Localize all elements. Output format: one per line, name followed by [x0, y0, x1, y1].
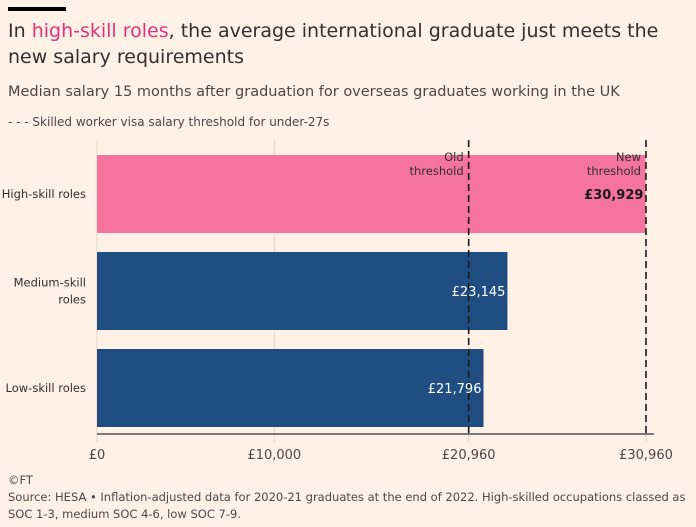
- value-label: £21,796: [428, 382, 482, 397]
- x-tick-label: £30,960: [619, 448, 673, 463]
- labels: £0 £10,000 £20,960 £30,960 High-skill roles M…: [2, 150, 673, 463]
- top-rule: [8, 7, 66, 11]
- category-label: Medium-skill: [14, 276, 86, 290]
- title-highlight: high-skill roles: [31, 20, 169, 42]
- x-tick-label: £20,960: [442, 448, 496, 463]
- x-tick-label: £10,000: [247, 448, 301, 463]
- chart-title: In high-skill roles, the average interna…: [8, 20, 659, 68]
- threshold-legend: - - - Skilled worker visa salary thresho…: [8, 115, 330, 129]
- copyright: ©FT: [8, 473, 33, 487]
- value-label: £30,929: [584, 188, 643, 203]
- footer: ©FT Source: HESA • Inflation-adjusted da…: [8, 472, 692, 523]
- chart-subtitle: Median salary 15 months after graduation…: [8, 84, 620, 100]
- bar: [97, 252, 508, 330]
- threshold-label: Old: [444, 150, 464, 164]
- source-note: Source: HESA • Inflation-adjusted data f…: [8, 490, 686, 521]
- threshold-label: New: [616, 150, 641, 164]
- threshold-label: threshold: [587, 164, 641, 178]
- bar: [97, 155, 646, 233]
- bar: [97, 349, 484, 427]
- category-label: roles: [58, 293, 86, 307]
- threshold-lines: [467, 140, 647, 434]
- threshold-label: threshold: [410, 164, 464, 178]
- category-label: High-skill roles: [2, 187, 86, 201]
- value-label: £23,145: [452, 285, 506, 300]
- x-tick-label: £0: [89, 448, 106, 463]
- bars: [97, 155, 646, 427]
- category-label: Low-skill roles: [6, 381, 86, 395]
